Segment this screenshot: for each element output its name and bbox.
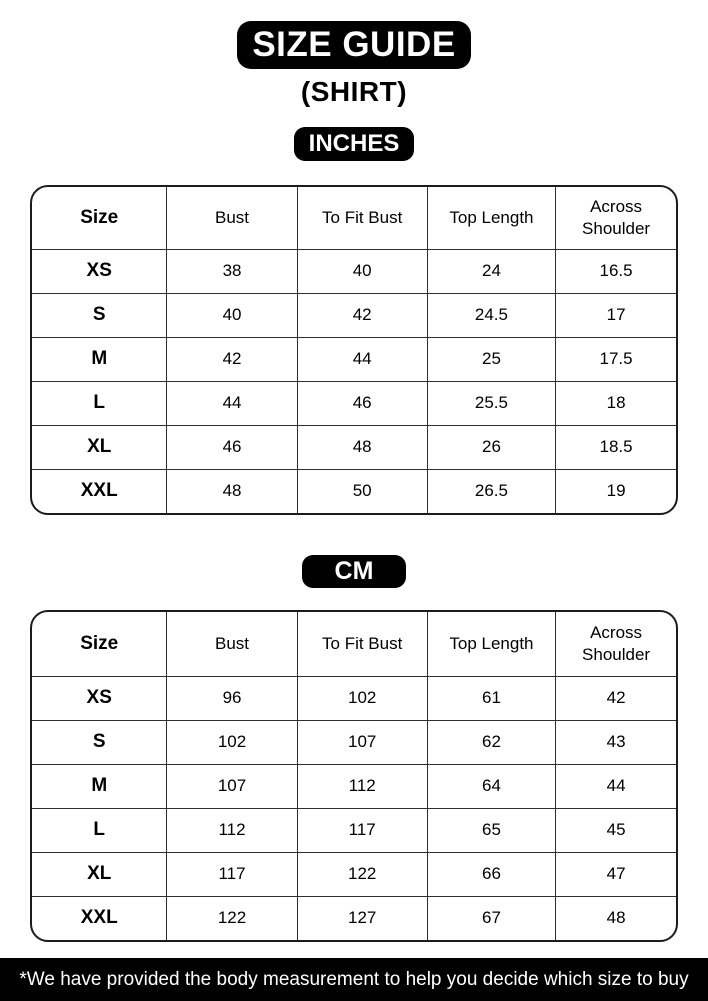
header-cell-top-length: Top Length bbox=[426, 611, 557, 677]
bust-cell: 38 bbox=[166, 248, 298, 294]
size-cell: S bbox=[32, 292, 168, 338]
to-fit-bust-cell: 112 bbox=[296, 763, 428, 809]
size-cell: XS bbox=[32, 675, 168, 721]
table-row: XL 117 122 66 47 bbox=[32, 851, 676, 897]
page-subtitle: (SHIRT) bbox=[300, 75, 408, 107]
top-length-cell: 26.5 bbox=[426, 468, 557, 513]
across-shoulder-cell: 17 bbox=[555, 292, 676, 338]
across-shoulder-cell: 48 bbox=[555, 895, 676, 940]
table-row: L 112 117 65 45 bbox=[32, 807, 676, 853]
header-cell-bust: Bust bbox=[166, 611, 298, 677]
to-fit-bust-cell: 102 bbox=[296, 675, 428, 721]
footer-note: *We have provided the body measurement t… bbox=[19, 968, 689, 990]
header-cell-to-fit-bust: To Fit Bust bbox=[296, 186, 428, 250]
header-cell-top-length: Top Length bbox=[426, 186, 557, 250]
bust-cell: 122 bbox=[166, 895, 298, 940]
size-cell: XL bbox=[32, 851, 168, 897]
to-fit-bust-cell: 48 bbox=[296, 424, 428, 470]
to-fit-bust-cell: 127 bbox=[296, 895, 428, 940]
table-header-row: Size Bust To Fit Bust Top Length Across … bbox=[32, 611, 676, 677]
top-length-cell: 64 bbox=[426, 763, 557, 809]
table-row: XXL 48 50 26.5 19 bbox=[32, 468, 676, 513]
table-row: XS 96 102 61 42 bbox=[32, 675, 676, 721]
header-cell-to-fit-bust: To Fit Bust bbox=[296, 611, 428, 677]
table-row: XL 46 48 26 18.5 bbox=[32, 424, 676, 470]
table-row: S 40 42 24.5 17 bbox=[32, 292, 676, 338]
bust-cell: 44 bbox=[166, 380, 298, 426]
to-fit-bust-cell: 42 bbox=[296, 292, 428, 338]
top-length-cell: 61 bbox=[426, 675, 557, 721]
across-shoulder-cell: 44 bbox=[555, 763, 676, 809]
header-cell-size: Size bbox=[32, 186, 168, 250]
table-row: S 102 107 62 43 bbox=[32, 719, 676, 765]
footer-note-bar: *We have provided the body measurement t… bbox=[0, 958, 708, 1001]
size-cell: XL bbox=[32, 424, 168, 470]
top-length-cell: 65 bbox=[426, 807, 557, 853]
size-cell: S bbox=[32, 719, 168, 765]
across-shoulder-cell: 19 bbox=[555, 468, 676, 513]
to-fit-bust-cell: 40 bbox=[296, 248, 428, 294]
header-cell-across-shoulder: Across Shoulder bbox=[555, 186, 676, 250]
size-cell: L bbox=[32, 807, 168, 853]
header-cell-across-shoulder: Across Shoulder bbox=[555, 611, 676, 677]
table-row: L 44 46 25.5 18 bbox=[32, 380, 676, 426]
table-row: XXL 122 127 67 48 bbox=[32, 895, 676, 940]
top-length-cell: 66 bbox=[426, 851, 557, 897]
bust-cell: 40 bbox=[166, 292, 298, 338]
bust-cell: 117 bbox=[166, 851, 298, 897]
size-cell: M bbox=[32, 336, 168, 382]
size-guide-page: SIZE GUIDE (SHIRT) INCHES Size Bust To F… bbox=[0, 21, 708, 1001]
across-shoulder-cell: 43 bbox=[555, 719, 676, 765]
table-header-row: Size Bust To Fit Bust Top Length Across … bbox=[32, 186, 676, 250]
header-cell-size: Size bbox=[32, 611, 168, 677]
to-fit-bust-cell: 122 bbox=[296, 851, 428, 897]
bust-cell: 107 bbox=[166, 763, 298, 809]
top-length-cell: 67 bbox=[426, 895, 557, 940]
size-cell: XS bbox=[32, 248, 168, 294]
to-fit-bust-cell: 44 bbox=[296, 336, 428, 382]
across-shoulder-cell: 18 bbox=[555, 380, 676, 426]
top-length-cell: 24 bbox=[426, 248, 557, 294]
top-length-cell: 25 bbox=[426, 336, 557, 382]
top-length-cell: 25.5 bbox=[426, 380, 557, 426]
bust-cell: 42 bbox=[166, 336, 298, 382]
bust-cell: 102 bbox=[166, 719, 298, 765]
size-table-inches: Size Bust To Fit Bust Top Length Across … bbox=[30, 184, 678, 515]
to-fit-bust-cell: 117 bbox=[296, 807, 428, 853]
across-shoulder-cell: 45 bbox=[555, 807, 676, 853]
table-row: M 42 44 25 17.5 bbox=[32, 336, 676, 382]
across-shoulder-cell: 17.5 bbox=[555, 336, 676, 382]
section-label-inches: INCHES bbox=[293, 126, 415, 161]
size-cell: XXL bbox=[32, 468, 168, 513]
page-title: SIZE GUIDE bbox=[237, 21, 471, 69]
across-shoulder-cell: 42 bbox=[555, 675, 676, 721]
table-row: M 107 112 64 44 bbox=[32, 763, 676, 809]
top-length-cell: 26 bbox=[426, 424, 557, 470]
bust-cell: 96 bbox=[166, 675, 298, 721]
across-shoulder-cell: 47 bbox=[555, 851, 676, 897]
to-fit-bust-cell: 50 bbox=[296, 468, 428, 513]
header-cell-bust: Bust bbox=[166, 186, 298, 250]
size-cell: M bbox=[32, 763, 168, 809]
table-row: XS 38 40 24 16.5 bbox=[32, 248, 676, 294]
size-cell: XXL bbox=[32, 895, 168, 940]
bust-cell: 112 bbox=[166, 807, 298, 853]
to-fit-bust-cell: 107 bbox=[296, 719, 428, 765]
bust-cell: 48 bbox=[166, 468, 298, 513]
to-fit-bust-cell: 46 bbox=[296, 380, 428, 426]
across-shoulder-cell: 18.5 bbox=[555, 424, 676, 470]
section-label-cm: CM bbox=[301, 554, 407, 588]
top-length-cell: 24.5 bbox=[426, 292, 557, 338]
size-table-cm: Size Bust To Fit Bust Top Length Across … bbox=[30, 609, 678, 942]
across-shoulder-cell: 16.5 bbox=[555, 248, 676, 294]
bust-cell: 46 bbox=[166, 424, 298, 470]
top-length-cell: 62 bbox=[426, 719, 557, 765]
size-cell: L bbox=[32, 380, 168, 426]
